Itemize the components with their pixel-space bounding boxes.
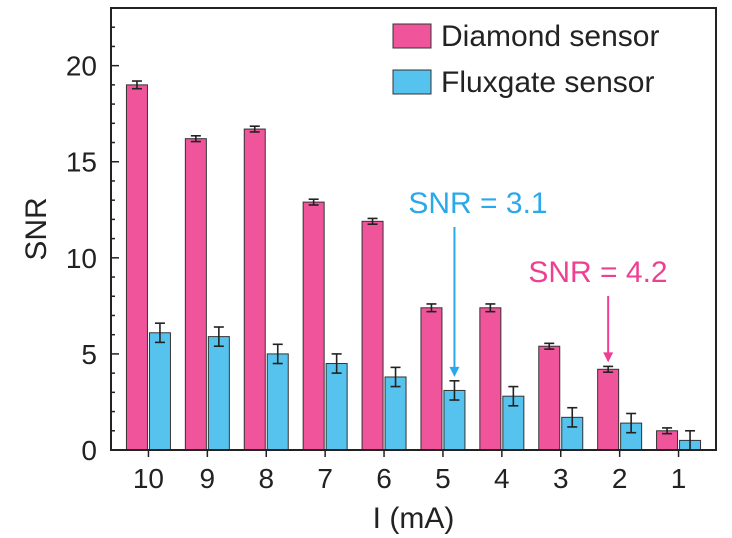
y-tick-label: 20	[66, 51, 97, 82]
x-tick-label: 2	[612, 463, 628, 494]
bar-fluxgate-9	[207, 336, 230, 451]
bar-diamond-4	[479, 307, 502, 451]
bar-diamond-2	[597, 368, 620, 451]
bar-diamond-7	[302, 201, 325, 451]
bar-diamond-10	[125, 84, 148, 451]
x-tick-label: 7	[317, 463, 333, 494]
x-tick-label: 5	[435, 463, 451, 494]
x-tick-label: 1	[671, 463, 687, 494]
bar-fluxgate-6	[384, 376, 407, 451]
y-tick-label: 15	[66, 147, 97, 178]
y-axis-title: SNR	[20, 197, 53, 260]
annotation-text: SNR = 3.1	[408, 187, 547, 220]
plot-frame	[110, 7, 717, 451]
bar-diamond-8	[243, 128, 266, 451]
x-tick-label: 10	[133, 463, 164, 494]
legend-label-diamond: Diamond sensor	[441, 20, 659, 53]
bar-diamond-3	[538, 345, 561, 451]
bar-diamond-5	[420, 307, 443, 451]
y-tick-label: 10	[66, 243, 97, 274]
bar-fluxgate-7	[325, 363, 348, 451]
legend-swatch-diamond	[392, 23, 432, 49]
annotation-text: SNR = 4.2	[528, 256, 667, 289]
x-tick-label: 3	[553, 463, 569, 494]
legend-label-fluxgate: Fluxgate sensor	[441, 66, 654, 99]
annotation-arrow-head	[449, 366, 460, 377]
x-tick-label: 4	[494, 463, 510, 494]
legend: Diamond sensor Fluxgate sensor	[392, 20, 659, 99]
bar-fluxgate-8	[266, 353, 289, 451]
bar-diamond-9	[184, 138, 207, 451]
annotation-arrow-head	[603, 352, 614, 363]
axes: 0 5 10 15 20 10 9 8 7 6 5 4 3 2 1 I (mA) SNR	[20, 7, 717, 535]
bars	[125, 80, 702, 451]
legend-swatch-fluxgate	[392, 69, 432, 95]
bar-fluxgate-10	[148, 332, 171, 451]
annotations: SNR = 3.1 SNR = 4.2	[408, 187, 668, 377]
x-tick-label: 8	[258, 463, 274, 494]
x-tick-label: 6	[376, 463, 392, 494]
x-tick-label: 9	[200, 463, 216, 494]
x-axis-title: I (mA)	[373, 502, 455, 535]
y-tick-label: 0	[81, 435, 97, 466]
y-tick-label: 5	[81, 339, 97, 370]
bar-diamond-6	[361, 220, 384, 451]
